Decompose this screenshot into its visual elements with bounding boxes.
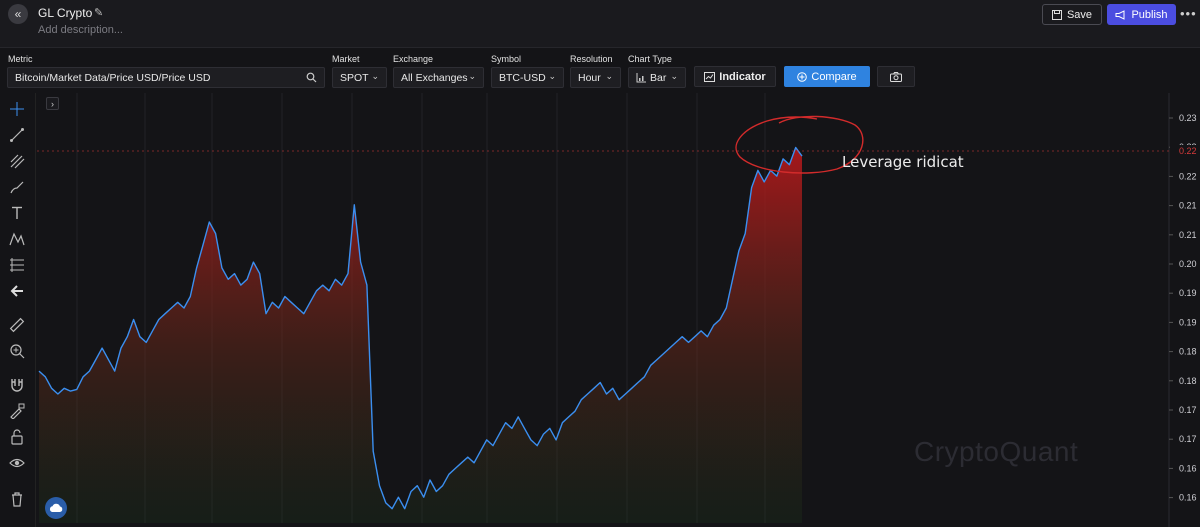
- y-tick-label: 0.16: [1179, 463, 1197, 473]
- chevron-down-icon: ⌄: [670, 71, 678, 81]
- chart-area[interactable]: 0.23 0.22 0.22 0.21 0.21 0.20 0.19 0.19 0.18 0.18…: [37, 93, 1200, 527]
- collapse-sidebar-icon[interactable]: «: [8, 4, 28, 24]
- y-tick-label: 0.22: [1179, 171, 1197, 181]
- metric-search-input[interactable]: Bitcoin/Market Data/Price USD/Price USD: [7, 67, 325, 88]
- zoom-in-icon[interactable]: [7, 341, 27, 361]
- price-area-fill: [39, 147, 802, 523]
- camera-icon: [890, 71, 902, 82]
- save-icon: [1051, 9, 1062, 20]
- price-chart[interactable]: 0.23 0.22 0.22 0.21 0.21 0.20 0.19 0.19 0.18 0.18…: [37, 93, 1200, 527]
- indicator-icon: [704, 71, 716, 82]
- annotation-circle: [735, 115, 864, 174]
- publish-button[interactable]: Publish: [1107, 4, 1176, 25]
- trash-icon[interactable]: [7, 489, 27, 509]
- megaphone-icon: [1115, 9, 1125, 20]
- chevron-down-icon: ⌄: [605, 71, 613, 81]
- chevron-down-icon: ⌄: [468, 71, 476, 81]
- y-tick-label: 0.21: [1179, 230, 1197, 240]
- page-title[interactable]: GL Crypto: [38, 6, 93, 20]
- y-tick-label: 0.19: [1179, 317, 1197, 327]
- arrow-left-icon[interactable]: [7, 281, 27, 301]
- save-label: Save: [1066, 8, 1093, 21]
- y-tick-label: 0.16: [1179, 493, 1197, 503]
- more-options-icon[interactable]: •••: [1180, 6, 1197, 21]
- bar-chart-icon: [636, 72, 646, 82]
- indicator-label: Indicator: [719, 70, 766, 83]
- metric-label: Metric: [8, 54, 33, 64]
- top-bar: « GL Crypto ✎ Add description... Save Pu…: [0, 0, 1200, 48]
- magnet-icon[interactable]: [7, 375, 27, 395]
- drawing-toolbar: [0, 93, 36, 527]
- y-tick-label: 0.20: [1179, 259, 1197, 269]
- chevron-down-icon: ⌄: [371, 71, 379, 81]
- chart-annotation: Leverage ridicat: [842, 153, 964, 171]
- expand-panel-icon[interactable]: ›: [46, 97, 59, 110]
- exchange-select[interactable]: All Exchanges ⌄: [393, 67, 484, 88]
- y-tick-label: 0.18: [1179, 347, 1197, 357]
- ruler-icon[interactable]: [7, 315, 27, 335]
- pattern-icon[interactable]: [7, 229, 27, 249]
- cloud-logo-icon[interactable]: [45, 497, 67, 519]
- plus-circle-icon: [797, 71, 808, 82]
- symbol-select[interactable]: BTC-USD ⌄: [491, 67, 564, 88]
- indicator-button[interactable]: Indicator: [694, 66, 776, 87]
- market-label: Market: [332, 54, 360, 64]
- resolution-value: Hour: [578, 71, 601, 84]
- compare-button[interactable]: Compare: [784, 66, 870, 87]
- resolution-label: Resolution: [570, 54, 613, 64]
- market-value: SPOT: [340, 71, 369, 84]
- symbol-value: BTC-USD: [499, 71, 546, 84]
- trend-line-icon[interactable]: [7, 125, 27, 145]
- price-series-line: [38, 146, 803, 510]
- search-icon: [306, 72, 317, 83]
- symbol-label: Symbol: [491, 54, 522, 64]
- chart-controls: Metric Bitcoin/Market Data/Price USD/Pri…: [0, 48, 1200, 92]
- market-select[interactable]: SPOT ⌄: [332, 67, 387, 88]
- y-tick-label: 0.23: [1179, 113, 1197, 123]
- brush-icon[interactable]: [7, 177, 27, 197]
- compare-label: Compare: [811, 70, 857, 83]
- edit-pencil-icon[interactable]: ✎: [94, 7, 104, 19]
- chart-type-label: Chart Type: [628, 54, 672, 64]
- fib-levels-icon[interactable]: [7, 255, 27, 275]
- y-tick-label: 0.18: [1179, 376, 1197, 386]
- y-tick-label: 0.17: [1179, 405, 1197, 415]
- screenshot-button[interactable]: [877, 66, 915, 87]
- resolution-select[interactable]: Hour ⌄: [570, 67, 621, 88]
- metric-value: Bitcoin/Market Data/Price USD/Price USD: [15, 71, 211, 84]
- lock-drawing-icon[interactable]: [7, 401, 27, 421]
- current-price-tag-bg: [1170, 145, 1200, 157]
- watermark-logo: CryptoQuant: [914, 436, 1079, 467]
- exchange-value: All Exchanges: [401, 71, 468, 84]
- eye-icon[interactable]: [7, 453, 27, 473]
- y-tick-label: 0.21: [1179, 201, 1197, 211]
- chevron-down-icon: ⌄: [548, 71, 556, 81]
- exchange-label: Exchange: [393, 54, 434, 64]
- chart-type-value: Bar: [650, 71, 667, 84]
- publish-label: Publish: [1131, 8, 1168, 21]
- current-price-label: 0.22: [1179, 146, 1197, 156]
- y-tick-label: 0.19: [1179, 288, 1197, 298]
- chart-type-select[interactable]: Bar ⌄: [628, 67, 686, 88]
- y-tick-label: 0.17: [1179, 434, 1197, 444]
- save-button[interactable]: Save: [1042, 4, 1102, 25]
- description-input[interactable]: Add description...: [38, 24, 123, 36]
- pitchfork-icon[interactable]: [7, 151, 27, 171]
- crosshair-icon[interactable]: [7, 99, 27, 119]
- text-tool-icon[interactable]: [7, 203, 27, 223]
- unlock-icon[interactable]: [7, 427, 27, 447]
